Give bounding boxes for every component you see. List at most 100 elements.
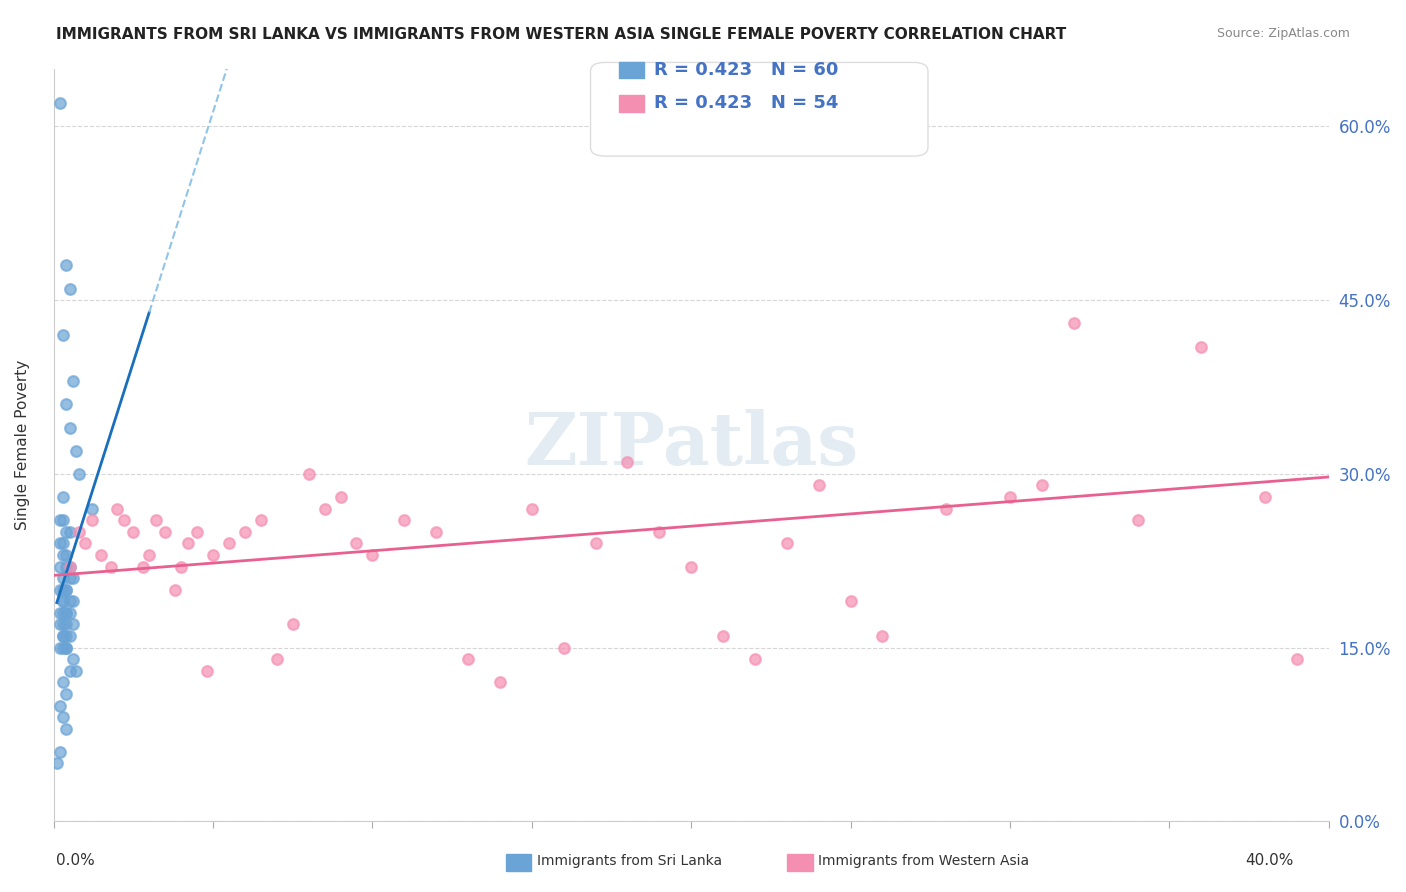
Point [49,513,72,527]
Point [394,513,416,527]
Text: Source: ZipAtlas.com: Source: ZipAtlas.com [1216,27,1350,40]
Point [839,594,862,608]
Point [55,259,77,273]
Point [170,559,193,574]
Point [1285,652,1308,666]
Point [298,467,321,481]
Point [52,548,75,562]
Point [52,490,75,504]
Point [132,559,155,574]
Point [62,374,84,388]
Y-axis label: Single Female Poverty: Single Female Poverty [15,359,30,530]
Point [49,559,72,574]
Point [153,524,176,539]
Point [80,513,103,527]
Point [49,640,72,655]
Point [62,652,84,666]
Point [55,397,77,411]
Point [75,536,97,550]
Text: 40.0%: 40.0% [1246,854,1294,868]
Point [52,617,75,632]
Point [52,327,75,342]
Point [489,675,512,690]
Point [1031,478,1053,492]
Point [58,524,80,539]
Point [49,582,72,597]
Point [1189,339,1212,353]
Point [52,536,75,550]
Point [67,467,90,481]
Point [58,629,80,643]
Point [52,594,75,608]
Text: ZIPatlas: ZIPatlas [524,409,858,481]
Point [218,536,240,550]
Point [55,582,77,597]
Point [58,420,80,434]
Point [55,722,77,736]
Point [744,652,766,666]
Point [58,559,80,574]
Point [80,501,103,516]
Point [52,710,75,724]
Point [52,594,75,608]
Point [585,536,607,550]
Point [233,524,256,539]
Point [520,501,543,516]
Point [55,548,77,562]
Point [553,640,575,655]
Point [49,606,72,620]
Point [90,548,112,562]
Point [1063,316,1085,330]
Point [58,594,80,608]
Point [65,443,87,458]
Point [807,478,830,492]
Point [62,617,84,632]
Point [457,652,479,666]
Point [145,513,167,527]
Point [52,640,75,655]
Point [872,629,894,643]
Point [55,629,77,643]
Text: Immigrants from Western Asia: Immigrants from Western Asia [818,854,1029,868]
Point [776,536,799,550]
Point [711,629,734,643]
Point [112,513,135,527]
Point [195,664,218,678]
Point [55,606,77,620]
Point [52,629,75,643]
Point [346,536,368,550]
Point [55,687,77,701]
Point [1254,490,1277,504]
Point [425,524,447,539]
Point [55,582,77,597]
Point [122,524,145,539]
Point [49,617,72,632]
Text: R = 0.423   N = 60: R = 0.423 N = 60 [654,61,838,78]
Point [52,582,75,597]
Point [314,501,336,516]
Point [935,501,957,516]
Point [49,536,72,550]
Point [45,756,67,771]
Text: Immigrants from Sri Lanka: Immigrants from Sri Lanka [537,854,723,868]
Point [58,282,80,296]
Point [176,536,198,550]
Point [1126,513,1149,527]
Point [55,559,77,574]
Point [52,571,75,585]
Point [266,652,288,666]
Point [281,617,304,632]
Point [163,582,186,597]
Point [138,548,160,562]
Point [58,606,80,620]
Point [329,490,352,504]
Point [55,617,77,632]
Point [55,640,77,655]
Point [52,629,75,643]
Point [361,548,384,562]
Point [49,745,72,759]
Point [49,698,72,713]
Text: 0.0%: 0.0% [56,854,96,868]
Point [62,594,84,608]
Point [58,664,80,678]
